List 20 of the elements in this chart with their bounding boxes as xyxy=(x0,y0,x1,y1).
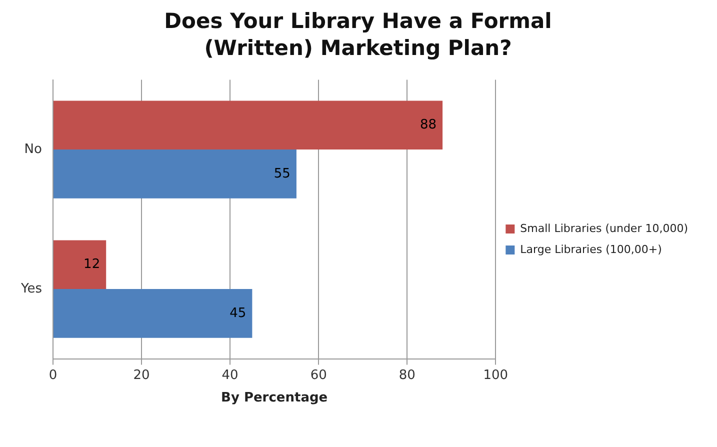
y-tick-label: No xyxy=(24,142,42,157)
bar xyxy=(53,288,252,338)
legend-label: Large Libraries (100,00+) xyxy=(520,242,662,256)
bar xyxy=(53,149,296,198)
data-label: 45 xyxy=(230,305,246,320)
data-label: 88 xyxy=(420,117,437,132)
data-label: 12 xyxy=(84,256,100,272)
y-tick-label: Yes xyxy=(20,281,42,296)
x-tick-label: 100 xyxy=(483,368,508,383)
bar xyxy=(53,100,443,150)
data-label: 55 xyxy=(274,166,290,181)
x-tick-label: 60 xyxy=(310,368,327,383)
x-tick-label: 40 xyxy=(222,368,238,383)
legend-label: Small Libraries (under 10,000) xyxy=(520,221,688,234)
x-axis-title: By Percentage xyxy=(221,390,328,406)
x-tick-label: 20 xyxy=(133,368,150,383)
bar xyxy=(53,240,106,289)
chart-title: Does Your Library Have a Formal (Written) Marketing Plan? xyxy=(163,8,553,62)
x-tick-label: 80 xyxy=(398,368,416,383)
x-tick-label: 0 xyxy=(48,368,58,383)
